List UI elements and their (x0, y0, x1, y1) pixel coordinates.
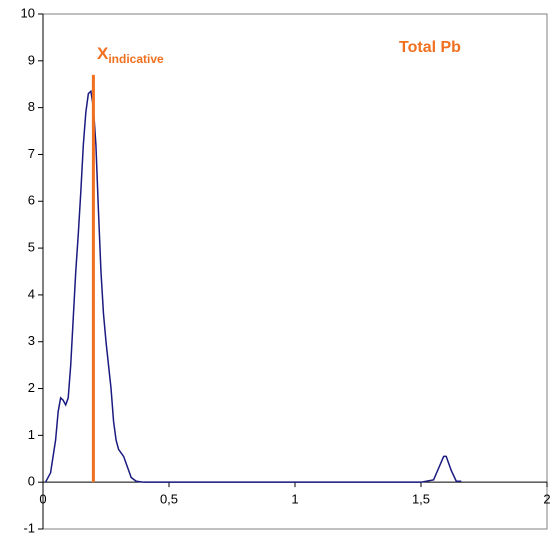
y-tick-label: 1 (28, 427, 35, 442)
x-tick-label: 0,5 (160, 492, 178, 507)
marker-label-main: X (97, 44, 109, 63)
y-tick-label: 8 (28, 99, 35, 114)
x-tick-label: 1 (291, 492, 298, 507)
density-line (44, 89, 462, 483)
x-tick-label: 1,5 (412, 492, 430, 507)
y-tick-label: 6 (28, 193, 35, 208)
annotation: Total Pb (399, 39, 461, 56)
y-tick-label: 10 (21, 5, 35, 20)
plot-area (42, 13, 548, 530)
y-tick-label: 9 (28, 52, 35, 67)
marker-label: Xindicative (97, 44, 164, 66)
y-tick-label: 2 (28, 380, 35, 395)
y-tick-label: 5 (28, 240, 35, 255)
y-tick-label: 7 (28, 146, 35, 161)
y-tick-label: 4 (28, 286, 35, 301)
x-tick-label: 2 (543, 492, 550, 507)
y-tick-label: -1 (23, 520, 35, 535)
y-tick-label: 0 (28, 474, 35, 489)
y-tick-label: 3 (28, 333, 35, 348)
marker-label-sub: indicative (108, 52, 164, 66)
x-tick-label: 0 (39, 492, 46, 507)
